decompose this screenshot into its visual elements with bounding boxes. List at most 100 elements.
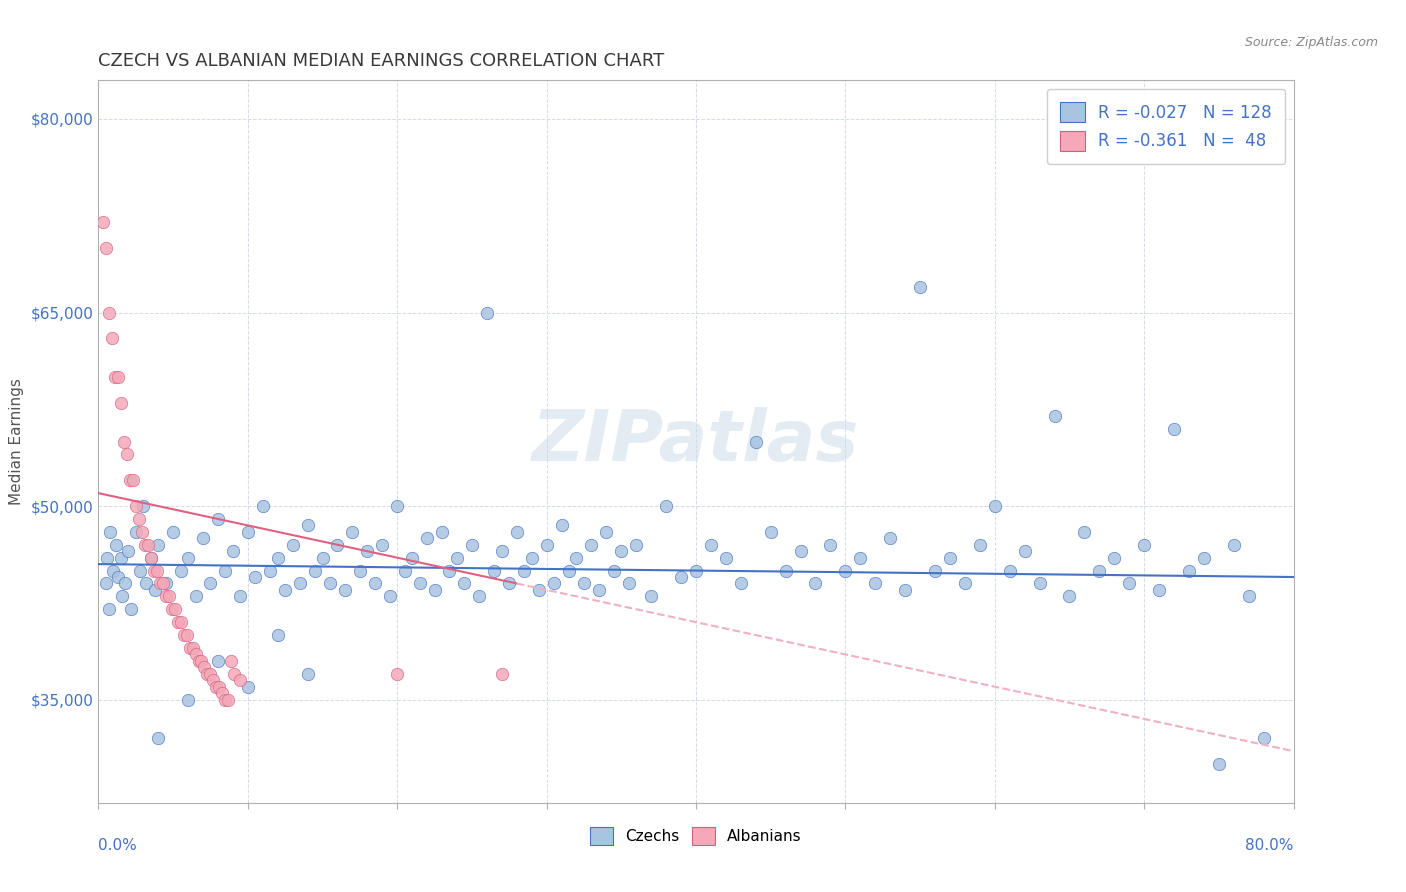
Point <box>252 499 274 513</box>
Point <box>222 544 245 558</box>
Point <box>177 550 200 565</box>
Point <box>610 544 633 558</box>
Point <box>131 524 153 539</box>
Point <box>236 524 259 539</box>
Point <box>550 518 572 533</box>
Point <box>461 538 484 552</box>
Point <box>217 692 239 706</box>
Y-axis label: Median Earnings: Median Earnings <box>8 378 24 505</box>
Point <box>129 564 152 578</box>
Point <box>491 666 513 681</box>
Point <box>1147 582 1170 597</box>
Point <box>229 590 252 604</box>
Point <box>394 564 416 578</box>
Point <box>107 570 129 584</box>
Point <box>288 576 311 591</box>
Point <box>162 524 184 539</box>
Point <box>446 550 468 565</box>
Point <box>112 434 135 449</box>
Point <box>211 686 233 700</box>
Point <box>924 564 946 578</box>
Point <box>145 564 167 578</box>
Point <box>105 538 128 552</box>
Point <box>626 538 648 552</box>
Point <box>125 524 148 539</box>
Point <box>202 673 225 688</box>
Point <box>1073 524 1095 539</box>
Point <box>453 576 475 591</box>
Point <box>491 544 513 558</box>
Point <box>224 666 246 681</box>
Point <box>1208 757 1230 772</box>
Point <box>558 564 581 578</box>
Point <box>132 499 155 513</box>
Point <box>319 576 342 591</box>
Point <box>385 499 409 513</box>
Point <box>177 692 200 706</box>
Point <box>134 538 156 552</box>
Point <box>894 582 917 597</box>
Point <box>879 531 901 545</box>
Point <box>190 654 212 668</box>
Point <box>176 628 198 642</box>
Point <box>655 499 678 513</box>
Point <box>640 590 662 604</box>
Point <box>513 564 536 578</box>
Point <box>617 576 640 591</box>
Point <box>834 564 856 578</box>
Point <box>120 602 142 616</box>
Point <box>804 576 827 591</box>
Point <box>173 628 195 642</box>
Point <box>311 550 333 565</box>
Point <box>669 570 692 584</box>
Point <box>115 447 138 461</box>
Point <box>484 564 506 578</box>
Point <box>98 524 122 539</box>
Point <box>94 576 117 591</box>
Point <box>143 582 166 597</box>
Point <box>1192 550 1215 565</box>
Point <box>166 615 188 630</box>
Point <box>103 564 125 578</box>
Point <box>163 602 186 616</box>
Point <box>506 524 529 539</box>
Point <box>148 731 170 746</box>
Point <box>401 550 423 565</box>
Point <box>1237 590 1260 604</box>
Point <box>101 331 124 345</box>
Point <box>953 576 976 591</box>
Point <box>342 524 364 539</box>
Point <box>214 692 236 706</box>
Point <box>730 576 752 591</box>
Point <box>1088 564 1111 578</box>
Point <box>527 582 550 597</box>
Point <box>378 590 401 604</box>
Point <box>91 215 114 229</box>
Point <box>110 550 132 565</box>
Point <box>439 564 461 578</box>
Point <box>1014 544 1036 558</box>
Point <box>181 640 204 655</box>
Point <box>169 564 191 578</box>
Point <box>125 499 148 513</box>
Point <box>205 680 228 694</box>
Point <box>789 544 811 558</box>
Point <box>96 550 118 565</box>
Point <box>297 518 319 533</box>
Point <box>1104 550 1126 565</box>
Point <box>543 576 565 591</box>
Text: Source: ZipAtlas.com: Source: ZipAtlas.com <box>1244 36 1378 49</box>
Point <box>565 550 588 565</box>
Point <box>423 582 446 597</box>
Point <box>207 654 229 668</box>
Point <box>135 576 157 591</box>
Point <box>865 576 887 591</box>
Point <box>416 531 439 545</box>
Point <box>208 680 231 694</box>
Point <box>685 564 707 578</box>
Point <box>984 499 1007 513</box>
Point <box>139 550 162 565</box>
Point <box>468 590 491 604</box>
Point <box>1133 538 1156 552</box>
Point <box>221 654 243 668</box>
